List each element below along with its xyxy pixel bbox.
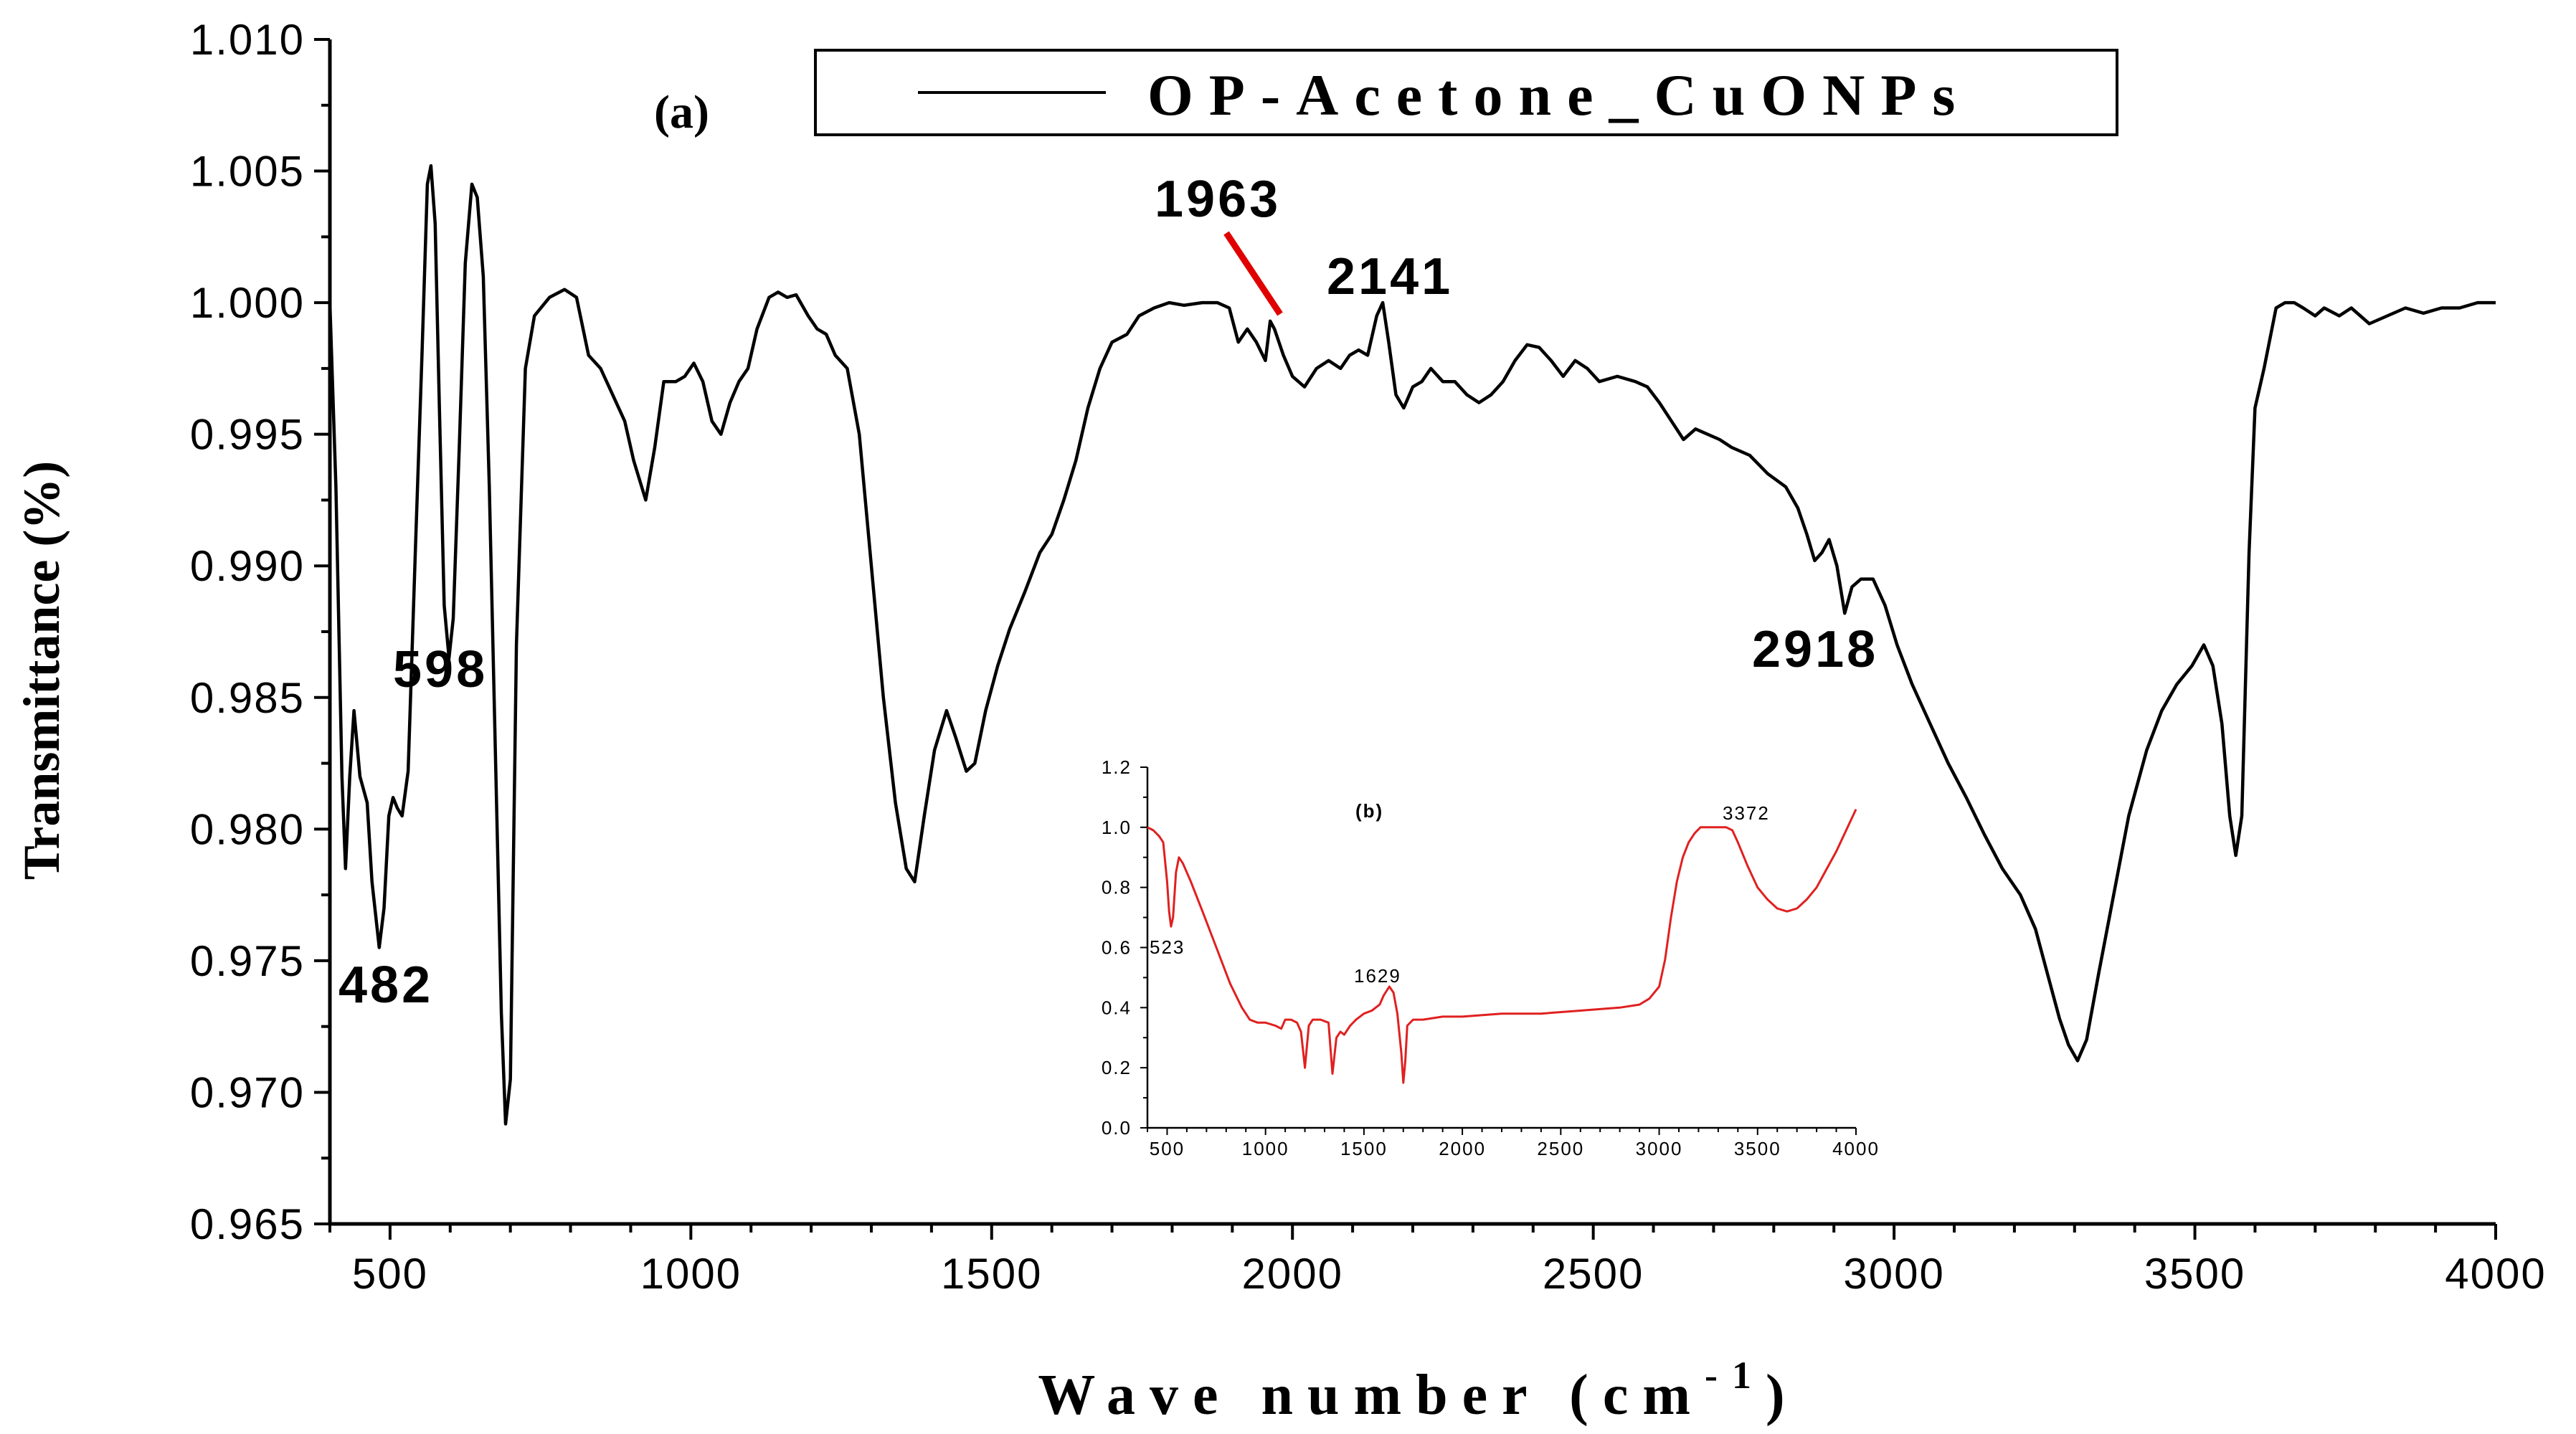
inset-y-tick-label: 0.8 [1102, 877, 1132, 898]
main-y-tick-label: 0.970 [190, 1068, 305, 1116]
peak-label-2141: 2141 [1327, 248, 1453, 305]
main-series-line [328, 163, 2496, 1126]
panel-label-a: (a) [654, 86, 709, 138]
inset-ticks: 500 1000 1500 2000 2500 3000 3500 4000 0.0 0.2 0.4… [1102, 756, 1880, 1159]
x-axis-title-main: Wave number (cm [1038, 1364, 1705, 1427]
main-y-tick-label: 1.000 [190, 279, 305, 327]
inset-y-tick-label: 0.4 [1102, 997, 1132, 1018]
inset-y-tick-label: 1.2 [1102, 756, 1132, 778]
inset-x-tick-label: 4000 [1832, 1138, 1880, 1159]
y-axis-title: Transmittance (%) [13, 461, 70, 880]
main-y-tick-label: 0.965 [190, 1200, 305, 1248]
inset-x-tick-label: 1000 [1242, 1138, 1289, 1159]
peak-label-2918: 2918 [1752, 621, 1878, 678]
main-x-tick-label: 2500 [1543, 1250, 1644, 1298]
inset-x-tick-label: 2000 [1439, 1138, 1486, 1159]
main-x-tick-label: 4000 [2445, 1250, 2546, 1298]
main-y-tick-label: 0.980 [190, 805, 305, 853]
main-x-tick-label: 2000 [1241, 1250, 1343, 1298]
inset-y-tick-label: 0.6 [1102, 937, 1132, 959]
inset-peak-label-523: 523 [1150, 936, 1185, 958]
peak-label-482: 482 [338, 956, 433, 1014]
main-x-tick-label: 500 [352, 1250, 428, 1298]
main-x-tick-label: 3000 [1843, 1250, 1944, 1298]
x-axis-title: Wave number (cm-1) [1038, 1354, 1799, 1427]
peak-pointer-1963 [1223, 231, 1283, 316]
main-y-tick-label: 1.010 [190, 16, 305, 64]
inset-chart: 500 1000 1500 2000 2500 3000 3500 4000 0.0 0.2 0.4… [1102, 756, 1880, 1159]
inset-y-tick-label: 0.2 [1102, 1057, 1132, 1078]
inset-peak-label-1629: 1629 [1354, 965, 1401, 987]
inset-x-tick-label: 500 [1150, 1138, 1185, 1159]
inset-panel-label-b: (b) [1355, 800, 1383, 822]
x-axis-title-close: ) [1766, 1364, 1799, 1427]
legend: OP-Acetone_CuONPs [814, 49, 2118, 136]
main-y-tick-label: 0.985 [190, 674, 305, 722]
inset-x-tick-label: 2500 [1537, 1138, 1584, 1159]
main-y-tick-label: 0.990 [190, 542, 305, 590]
inset-x-tick-label: 3500 [1734, 1138, 1781, 1159]
x-axis-title-superscript: -1 [1705, 1354, 1766, 1397]
main-y-tick-label: 0.995 [190, 411, 305, 459]
main-axes [328, 39, 2496, 1226]
legend-label: OP-Acetone_CuONPs [1147, 62, 1971, 128]
inset-peak-label-3372: 3372 [1723, 802, 1770, 824]
inset-series-line [1147, 809, 1857, 1084]
main-ticks: 500 1000 1500 2000 2500 3000 3500 4000 0.965 0.97… [190, 16, 2546, 1298]
main-x-tick-label: 1500 [941, 1250, 1042, 1298]
inset-x-tick-label: 1500 [1340, 1138, 1388, 1159]
main-y-tick-label: 1.005 [190, 148, 305, 196]
main-y-tick-label: 0.975 [190, 937, 305, 985]
peak-label-1963: 1963 [1155, 171, 1281, 228]
inset-y-tick-label: 0.0 [1102, 1117, 1132, 1139]
main-x-tick-label: 3500 [2144, 1250, 2245, 1298]
main-x-tick-label: 1000 [640, 1250, 742, 1298]
inset-x-tick-label: 3000 [1636, 1138, 1683, 1159]
peak-label-598: 598 [393, 641, 488, 698]
inset-y-tick-label: 1.0 [1102, 817, 1132, 838]
